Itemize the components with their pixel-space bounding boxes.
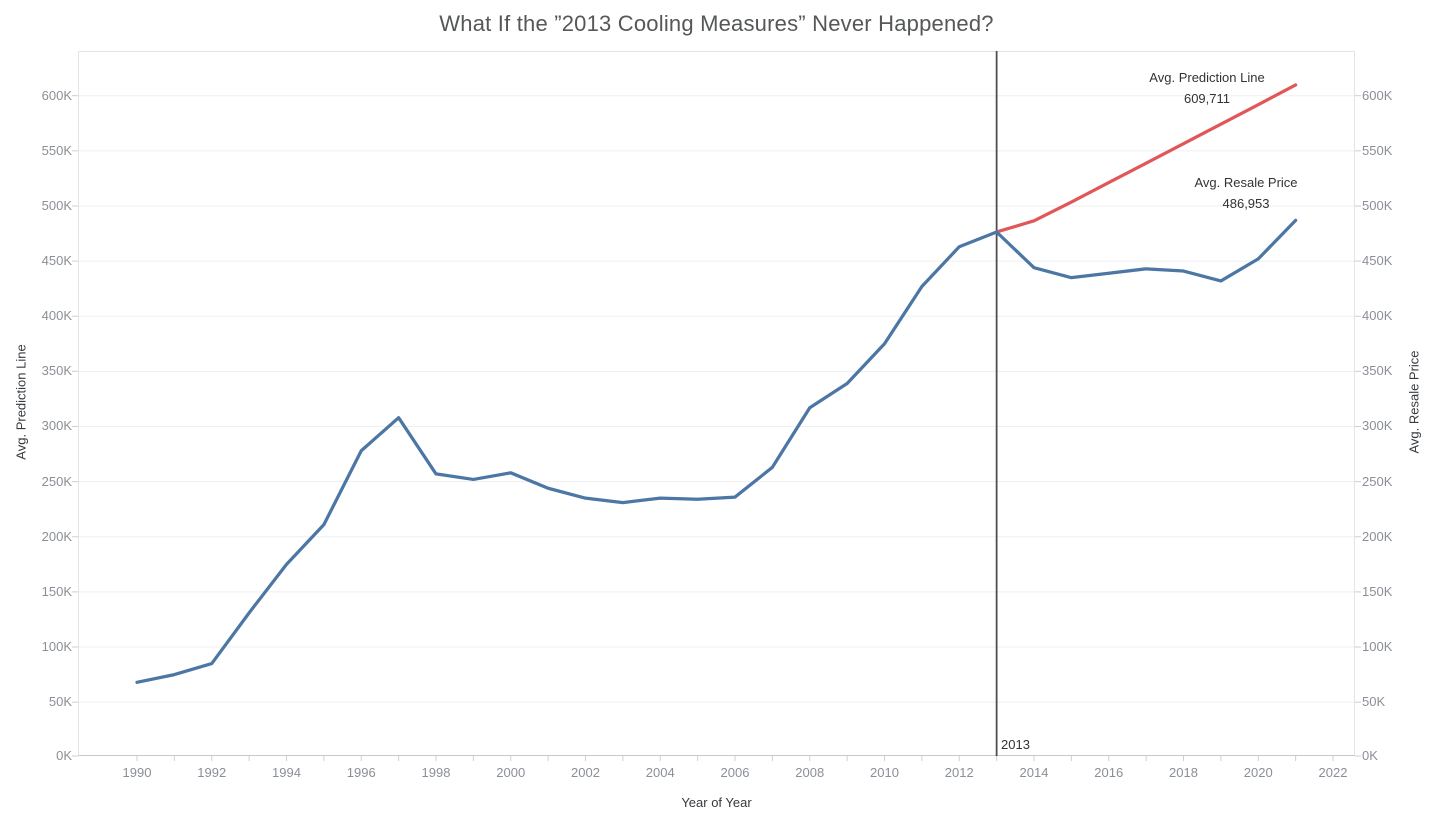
y-tick-label-left: 550K — [41, 143, 72, 158]
y-tick-label-right: 200K — [1362, 529, 1393, 544]
y-tick-label-left: 450K — [41, 253, 72, 268]
y-tick-label-left: 50K — [48, 694, 72, 709]
x-tick-label: 2020 — [1243, 765, 1273, 780]
y-tick-label-left: 0K — [56, 748, 72, 763]
chart-title: What If the ”2013 Cooling Measures” Neve… — [439, 11, 994, 36]
annotation-resale-title: Avg. Resale Price — [1194, 175, 1298, 190]
x-tick-label: 2012 — [944, 765, 974, 780]
x-tick-label: 2016 — [1094, 765, 1124, 780]
y-tick-label-right: 50K — [1362, 694, 1386, 709]
annotation-resale-value: 486,953 — [1222, 196, 1270, 211]
annotation-prediction-value: 609,711 — [1183, 91, 1231, 106]
y-axis-left-title: Avg. Prediction Line — [13, 344, 29, 460]
x-tick-label: 2008 — [795, 765, 825, 780]
annotation-prediction-line: Avg. Prediction Line 609,711 — [1149, 67, 1264, 109]
x-tick-label: 2004 — [645, 765, 675, 780]
annotation-prediction-title: Avg. Prediction Line — [1149, 70, 1265, 85]
y-tick-label-right: 250K — [1362, 474, 1393, 489]
y-tick-label-left: 250K — [41, 474, 72, 489]
plot-area — [78, 51, 1355, 756]
y-tick-label-left: 100K — [41, 639, 72, 654]
x-tick-label: 2000 — [496, 765, 526, 780]
x-tick-label: 1994 — [272, 765, 301, 780]
annotation-resale-price: Avg. Resale Price 486,953 — [1194, 172, 1297, 214]
x-axis-title: Year of Year — [681, 795, 752, 810]
x-tick-label: 2010 — [870, 765, 899, 780]
y-tick-label-left: 200K — [41, 529, 72, 544]
y-tick-label-right: 0K — [1362, 748, 1378, 763]
y-tick-label-right: 150K — [1362, 584, 1393, 599]
y-tick-label-left: 600K — [41, 88, 72, 103]
x-tick-label: 2006 — [720, 765, 750, 780]
x-tick-label: 2018 — [1169, 765, 1198, 780]
y-tick-label-right: 350K — [1362, 363, 1393, 378]
y-tick-label-right: 400K — [1362, 308, 1393, 323]
y-tick-label-right: 450K — [1362, 253, 1393, 268]
x-tick-label: 1998 — [421, 765, 451, 780]
y-tick-label-right: 550K — [1362, 143, 1393, 158]
x-tick-label: 1996 — [346, 765, 376, 780]
y-tick-label-right: 500K — [1362, 198, 1393, 213]
y-tick-label-right: 300K — [1362, 418, 1393, 433]
y-tick-label-left: 350K — [41, 363, 72, 378]
x-tick-label: 2022 — [1318, 765, 1348, 780]
x-tick-label: 1990 — [122, 765, 152, 780]
x-tick-label: 2002 — [571, 765, 600, 780]
x-tick-label: 1992 — [197, 765, 227, 780]
y-tick-label-left: 300K — [41, 418, 72, 433]
y-tick-label-right: 100K — [1362, 639, 1393, 654]
y-tick-label-left: 150K — [41, 584, 72, 599]
y-axis-right-title: Avg. Resale Price — [1406, 350, 1422, 454]
y-tick-label-right: 600K — [1362, 88, 1393, 103]
y-tick-label-left: 400K — [41, 308, 72, 323]
reference-line-label: 2013 — [1001, 737, 1030, 752]
x-tick-label: 2014 — [1019, 765, 1049, 780]
y-tick-label-left: 500K — [41, 198, 72, 213]
